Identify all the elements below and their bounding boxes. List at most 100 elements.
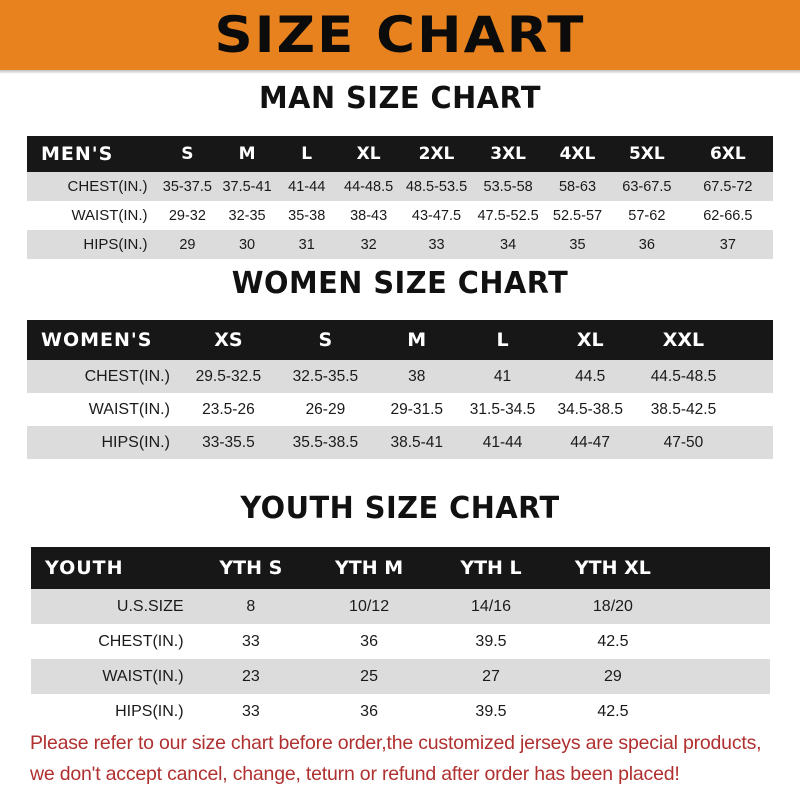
table-row: HIPS(IN.) 29 30 31 32 33 34 35 36 37 (27, 230, 773, 259)
women-hips-l: 41-44 (459, 426, 546, 459)
youth-chest-yth-xl: 42.5 (551, 624, 674, 659)
men-hips-s: 29 (157, 230, 218, 259)
youth-row-label-chest: CHEST(IN.) (31, 624, 194, 659)
men-col-header-m: M (217, 136, 277, 172)
youth-table-grid: YOUTH YTH S YTH M YTH L YTH XL U.S.SIZE … (31, 547, 770, 729)
men-row-label-waist: WAIST(IN.) (27, 201, 158, 230)
men-waist-4xl: 52.5-57 (543, 201, 612, 230)
women-chest-empty (731, 360, 773, 393)
youth-size-table: YOUTH YTH S YTH M YTH L YTH XL U.S.SIZE … (31, 547, 770, 729)
table-row: HIPS(IN.) 33 36 39.5 42.5 (31, 694, 770, 729)
women-waist-m: 29-31.5 (373, 393, 460, 426)
women-chest-xl: 44.5 (545, 360, 635, 393)
youth-corner-label: YOUTH (31, 547, 194, 589)
men-row-label-hips: HIPS(IN.) (27, 230, 158, 259)
man-section-title: MAN SIZE CHART (259, 81, 541, 116)
table-row: WAIST(IN.) 23.5-26 26-29 29-31.5 31.5-34… (27, 393, 773, 426)
men-chest-m: 37.5-41 (217, 172, 277, 201)
banner-title: SIZE CHART (214, 6, 586, 64)
men-header-row: MEN'S S M L XL 2XL 3XL 4XL 5XL 6XL (27, 136, 773, 172)
disclaimer-line-1: Please refer to our size chart before or… (30, 732, 762, 754)
youth-col-header-yth-m: YTH M (308, 547, 431, 589)
men-hips-6xl: 37 (682, 230, 773, 259)
youth-ussize-yth-xl: 18/20 (551, 589, 674, 624)
women-table-grid: WOMEN'S XS S M L XL XXL CHEST(IN.) 29.5-… (27, 320, 773, 459)
women-hips-m: 38.5-41 (373, 426, 460, 459)
table-row: CHEST(IN.) 33 36 39.5 42.5 (31, 624, 770, 659)
youth-chest-yth-m: 36 (308, 624, 431, 659)
women-header-row: WOMEN'S XS S M L XL XXL (27, 320, 773, 360)
women-corner-label: WOMEN'S (27, 320, 180, 360)
women-col-header-empty (731, 320, 773, 360)
men-chest-5xl: 63-67.5 (611, 172, 683, 201)
men-hips-l: 31 (276, 230, 337, 259)
men-hips-m: 30 (217, 230, 277, 259)
women-size-table: WOMEN'S XS S M L XL XXL CHEST(IN.) 29.5-… (27, 320, 773, 459)
youth-row-label-us-size: U.S.SIZE (31, 589, 194, 624)
youth-row-label-waist: WAIST(IN.) (31, 659, 194, 694)
banner-shadow-divider (0, 70, 800, 74)
women-col-header-xl: XL (545, 320, 635, 360)
youth-row-label-hips: HIPS(IN.) (31, 694, 194, 729)
youth-chest-empty (673, 624, 770, 659)
men-chest-l: 41-44 (276, 172, 337, 201)
women-section-title: WOMEN SIZE CHART (231, 266, 569, 301)
order-policy-disclaimer: Please refer to our size chart before or… (30, 728, 775, 790)
youth-col-header-yth-xl: YTH XL (551, 547, 674, 589)
women-chest-xxl: 44.5-48.5 (634, 360, 732, 393)
women-row-label-hips: HIPS(IN.) (27, 426, 180, 459)
table-row: WAIST(IN.) 29-32 32-35 35-38 38-43 43-47… (27, 201, 773, 230)
men-hips-xl: 32 (336, 230, 401, 259)
women-hips-xs: 33-35.5 (179, 426, 277, 459)
women-hips-s: 35.5-38.5 (276, 426, 374, 459)
youth-chest-yth-l: 39.5 (430, 624, 552, 659)
youth-ussize-empty (673, 589, 770, 624)
men-chest-3xl: 53.5-58 (472, 172, 544, 201)
men-hips-3xl: 34 (472, 230, 544, 259)
youth-hips-empty (673, 694, 770, 729)
women-chest-s: 32.5-35.5 (276, 360, 374, 393)
men-row-label-chest: CHEST(IN.) (27, 172, 158, 201)
men-table-grid: MEN'S S M L XL 2XL 3XL 4XL 5XL 6XL CHEST… (27, 136, 773, 259)
men-chest-s: 35-37.5 (157, 172, 218, 201)
women-hips-xxl: 47-50 (634, 426, 732, 459)
men-waist-m: 32-35 (217, 201, 277, 230)
men-chest-xl: 44-48.5 (336, 172, 401, 201)
women-row-label-chest: CHEST(IN.) (27, 360, 180, 393)
men-waist-5xl: 57-62 (611, 201, 683, 230)
table-row: WAIST(IN.) 23 25 27 29 (31, 659, 770, 694)
women-col-header-l: L (459, 320, 546, 360)
youth-col-header-yth-s: YTH S (193, 547, 309, 589)
size-chart-banner: SIZE CHART (0, 0, 800, 70)
men-waist-6xl: 62-66.5 (682, 201, 773, 230)
youth-header-row: YOUTH YTH S YTH M YTH L YTH XL (31, 547, 770, 589)
women-waist-xl: 34.5-38.5 (545, 393, 635, 426)
women-waist-s: 26-29 (276, 393, 374, 426)
women-waist-xxl: 38.5-42.5 (634, 393, 732, 426)
men-waist-s: 29-32 (157, 201, 218, 230)
women-chest-m: 38 (373, 360, 460, 393)
women-waist-xs: 23.5-26 (179, 393, 277, 426)
table-row: CHEST(IN.) 29.5-32.5 32.5-35.5 38 41 44.… (27, 360, 773, 393)
youth-hips-yth-m: 36 (308, 694, 431, 729)
men-col-header-6xl: 6XL (682, 136, 773, 172)
youth-chest-yth-s: 33 (193, 624, 309, 659)
youth-waist-empty (673, 659, 770, 694)
men-col-header-4xl: 4XL (543, 136, 612, 172)
youth-ussize-yth-m: 10/12 (308, 589, 431, 624)
table-row: U.S.SIZE 8 10/12 14/16 18/20 (31, 589, 770, 624)
youth-col-header-empty (673, 547, 770, 589)
men-chest-6xl: 67.5-72 (682, 172, 773, 201)
women-chest-l: 41 (459, 360, 546, 393)
women-col-header-xxl: XXL (634, 320, 732, 360)
men-col-header-s: S (157, 136, 218, 172)
table-row: CHEST(IN.) 35-37.5 37.5-41 41-44 44-48.5… (27, 172, 773, 201)
men-hips-5xl: 36 (611, 230, 683, 259)
table-row: HIPS(IN.) 33-35.5 35.5-38.5 38.5-41 41-4… (27, 426, 773, 459)
youth-ussize-yth-l: 14/16 (430, 589, 552, 624)
youth-waist-yth-m: 25 (308, 659, 431, 694)
men-hips-4xl: 35 (543, 230, 612, 259)
men-col-header-l: L (276, 136, 337, 172)
men-col-header-3xl: 3XL (472, 136, 544, 172)
women-col-header-xs: XS (179, 320, 277, 360)
